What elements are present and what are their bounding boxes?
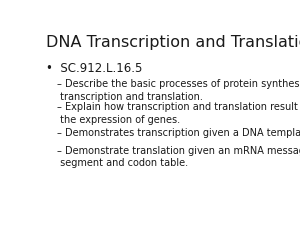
Text: – Describe the basic processes of protein synthesis;
 transcription and translat: – Describe the basic processes of protei… [57, 79, 300, 102]
Text: DNA Transcription and Translation: DNA Transcription and Translation [46, 35, 300, 50]
Text: •  SC.912.L.16.5: • SC.912.L.16.5 [46, 62, 142, 75]
Text: – Explain how transcription and translation result in
 the expression of genes.: – Explain how transcription and translat… [57, 102, 300, 125]
Text: – Demonstrate translation given an mRNA message
 segment and codon table.: – Demonstrate translation given an mRNA … [57, 146, 300, 169]
Text: – Demonstrates transcription given a DNA template.: – Demonstrates transcription given a DNA… [57, 128, 300, 138]
